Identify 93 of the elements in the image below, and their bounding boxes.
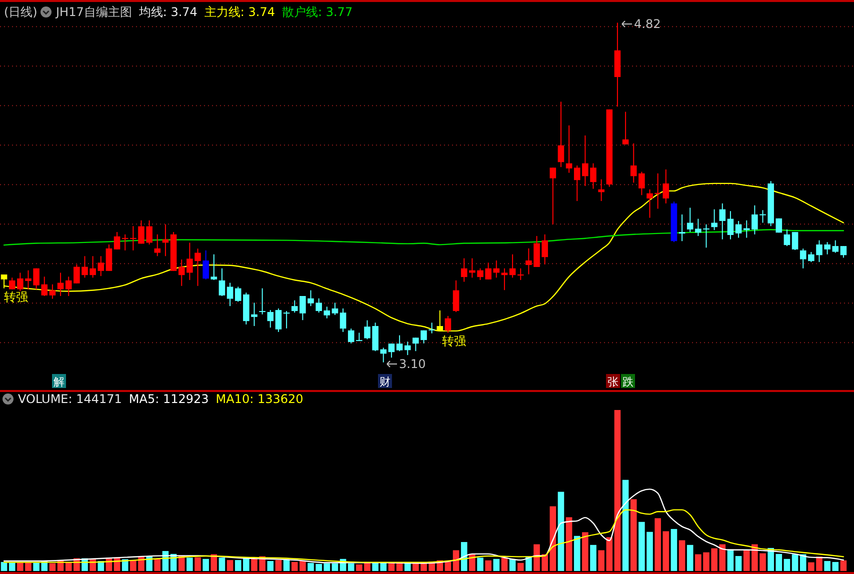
candlestick <box>106 244 112 272</box>
candlestick <box>275 308 282 332</box>
bar <box>614 410 621 571</box>
candlestick <box>428 322 435 334</box>
chart-subtitle: (日线) <box>4 5 38 19</box>
annotation: 转强 <box>442 334 466 348</box>
candlestick <box>719 202 726 240</box>
bar <box>404 563 411 571</box>
candlestick <box>598 178 604 202</box>
candlestick <box>678 214 686 242</box>
candlestick <box>566 124 572 174</box>
candlestick <box>711 208 718 231</box>
candlestick <box>840 246 847 258</box>
candlestick <box>210 254 218 281</box>
bar <box>493 558 500 571</box>
annotation: 均线: 3.74 <box>138 5 198 19</box>
bar <box>348 563 354 571</box>
bar <box>670 528 678 571</box>
candlestick <box>735 220 742 238</box>
bar <box>8 562 16 571</box>
bar <box>686 544 694 571</box>
text: VOLUME: 144171 <box>18 392 122 406</box>
candlestick <box>444 315 452 334</box>
candlestick <box>114 232 120 250</box>
bar <box>678 540 686 571</box>
bar <box>630 499 637 571</box>
bar <box>727 549 734 571</box>
candlestick <box>784 228 790 247</box>
bar <box>582 532 588 571</box>
bar <box>501 558 508 571</box>
bar <box>194 557 201 571</box>
candlestick <box>501 268 508 291</box>
bar <box>840 560 847 571</box>
candlestick <box>332 302 338 316</box>
candlestick <box>517 268 524 281</box>
candlestick <box>226 282 234 307</box>
annotation: 跌 <box>622 376 634 388</box>
bar <box>267 561 274 571</box>
bar <box>49 563 56 571</box>
annotation: 解 <box>54 376 64 388</box>
candlestick <box>558 101 564 168</box>
bar <box>477 558 484 571</box>
annotation: 张 <box>608 376 618 388</box>
bar <box>800 554 806 571</box>
bar <box>590 544 596 571</box>
bar <box>792 554 798 571</box>
bar <box>154 558 161 571</box>
bar <box>388 563 395 571</box>
candlestick <box>404 341 411 356</box>
bar <box>574 536 580 571</box>
candlestick <box>727 210 734 240</box>
candlestick <box>259 288 266 315</box>
candlestick <box>550 167 556 225</box>
bar <box>202 558 209 571</box>
candlestick <box>267 310 274 328</box>
candlestick <box>154 234 161 257</box>
candlestick <box>388 343 395 358</box>
candlestick <box>283 310 290 329</box>
candlestick <box>57 272 64 297</box>
bar <box>558 492 564 571</box>
annotation: 散户线: 3.77 <box>282 5 353 19</box>
text: MA10: 133620 <box>216 392 304 406</box>
bar <box>226 560 234 571</box>
candlestick <box>509 254 516 278</box>
annotation: 4.82 <box>634 17 661 31</box>
bar <box>784 558 790 571</box>
bar <box>517 562 524 571</box>
bar <box>98 561 104 571</box>
annotation: 3.10 <box>399 357 426 371</box>
bar <box>210 554 218 571</box>
annotation: 主力线: 3.74 <box>204 5 275 19</box>
bar <box>332 563 338 571</box>
text: MA5: 112923 <box>128 392 209 406</box>
bar <box>460 542 468 571</box>
candlestick <box>202 250 209 280</box>
candlestick <box>396 334 403 352</box>
bar <box>275 560 282 571</box>
candlestick <box>49 284 56 300</box>
bar <box>186 558 193 571</box>
annotation: 转强 <box>4 290 28 304</box>
candlestick <box>340 308 346 332</box>
bar <box>566 517 572 571</box>
chart-title: JH17自编主图 <box>55 5 132 19</box>
candlestick <box>218 268 226 297</box>
bar <box>735 556 742 571</box>
candlestick <box>452 280 460 313</box>
annotation: 财 <box>380 376 390 388</box>
bar <box>444 562 452 571</box>
bar <box>485 560 492 571</box>
bar <box>218 558 226 571</box>
candlestick <box>622 111 629 145</box>
bar <box>622 480 629 571</box>
candlestick <box>792 232 798 250</box>
